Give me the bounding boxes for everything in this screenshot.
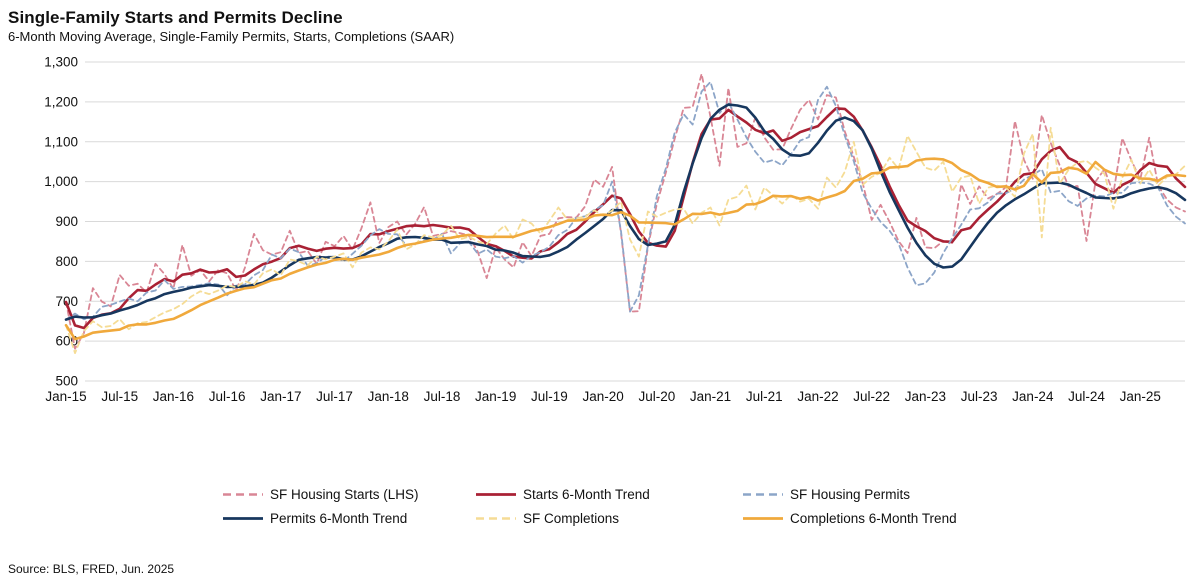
legend-item-permits-trend: Permits 6-Month Trend (222, 511, 475, 526)
svg-text:Jan-15: Jan-15 (45, 389, 86, 404)
page-title: Single-Family Starts and Permits Decline (8, 8, 343, 27)
svg-text:Jul-18: Jul-18 (424, 389, 461, 404)
svg-text:Jul-24: Jul-24 (1068, 389, 1105, 404)
svg-text:1,300: 1,300 (44, 55, 78, 70)
legend-item-completions-trend: Completions 6-Month Trend (742, 511, 982, 526)
svg-text:Jul-19: Jul-19 (531, 389, 568, 404)
legend-label: Starts 6-Month Trend (523, 487, 650, 502)
legend-label: Completions 6-Month Trend (790, 511, 957, 526)
legend-swatch-starts-trend (476, 493, 516, 496)
svg-text:Jan-17: Jan-17 (260, 389, 301, 404)
chart-legend: SF Housing Starts (LHS) Starts 6-Month T… (222, 487, 982, 526)
legend-swatch-completions-trend (743, 517, 783, 520)
svg-text:Jan-23: Jan-23 (905, 389, 946, 404)
svg-text:1,200: 1,200 (44, 94, 78, 109)
svg-text:Jan-24: Jan-24 (1012, 389, 1054, 404)
svg-text:Jul-16: Jul-16 (209, 389, 246, 404)
svg-text:500: 500 (55, 374, 78, 389)
svg-text:1,000: 1,000 (44, 174, 78, 189)
svg-text:Jan-21: Jan-21 (690, 389, 731, 404)
svg-text:Jul-15: Jul-15 (101, 389, 138, 404)
legend-item-sf-completions: SF Completions (475, 511, 742, 526)
svg-text:Jan-18: Jan-18 (368, 389, 409, 404)
svg-text:Jan-16: Jan-16 (153, 389, 194, 404)
legend-swatch-sf-housing-starts (223, 493, 263, 496)
svg-text:Jul-20: Jul-20 (638, 389, 675, 404)
svg-text:Jul-22: Jul-22 (853, 389, 890, 404)
svg-text:Jan-19: Jan-19 (475, 389, 516, 404)
svg-text:900: 900 (55, 214, 78, 229)
svg-text:1,100: 1,100 (44, 134, 78, 149)
legend-label: SF Housing Permits (790, 487, 911, 502)
svg-text:Jan-20: Jan-20 (582, 389, 623, 404)
svg-text:Jan-22: Jan-22 (797, 389, 838, 404)
page-subtitle: 6-Month Moving Average, Single-Family Pe… (8, 29, 455, 44)
legend-swatch-sf-housing-permits (743, 493, 783, 496)
legend-swatch-permits-trend (223, 517, 263, 520)
legend-item-sf-housing-permits: SF Housing Permits (742, 487, 982, 502)
line-chart-svg: 5006007008009001,0001,1001,2001,300Jan-1… (44, 55, 1187, 404)
svg-text:Jan-25: Jan-25 (1120, 389, 1161, 404)
legend-item-starts-trend: Starts 6-Month Trend (475, 487, 742, 502)
chart-page: Single-Family Starts and Permits Decline… (0, 8, 1200, 584)
svg-text:Jul-17: Jul-17 (316, 389, 353, 404)
legend-label: SF Completions (523, 511, 620, 526)
legend-label: SF Housing Starts (LHS) (270, 487, 419, 502)
svg-text:Jul-21: Jul-21 (746, 389, 783, 404)
legend-label: Permits 6-Month Trend (270, 511, 408, 526)
source-note: Source: BLS, FRED, Jun. 2025 (8, 562, 175, 576)
legend-item-sf-housing-starts: SF Housing Starts (LHS) (222, 487, 475, 502)
svg-text:800: 800 (55, 254, 78, 269)
svg-text:Jul-23: Jul-23 (961, 389, 998, 404)
legend-swatch-sf-completions (476, 517, 516, 520)
